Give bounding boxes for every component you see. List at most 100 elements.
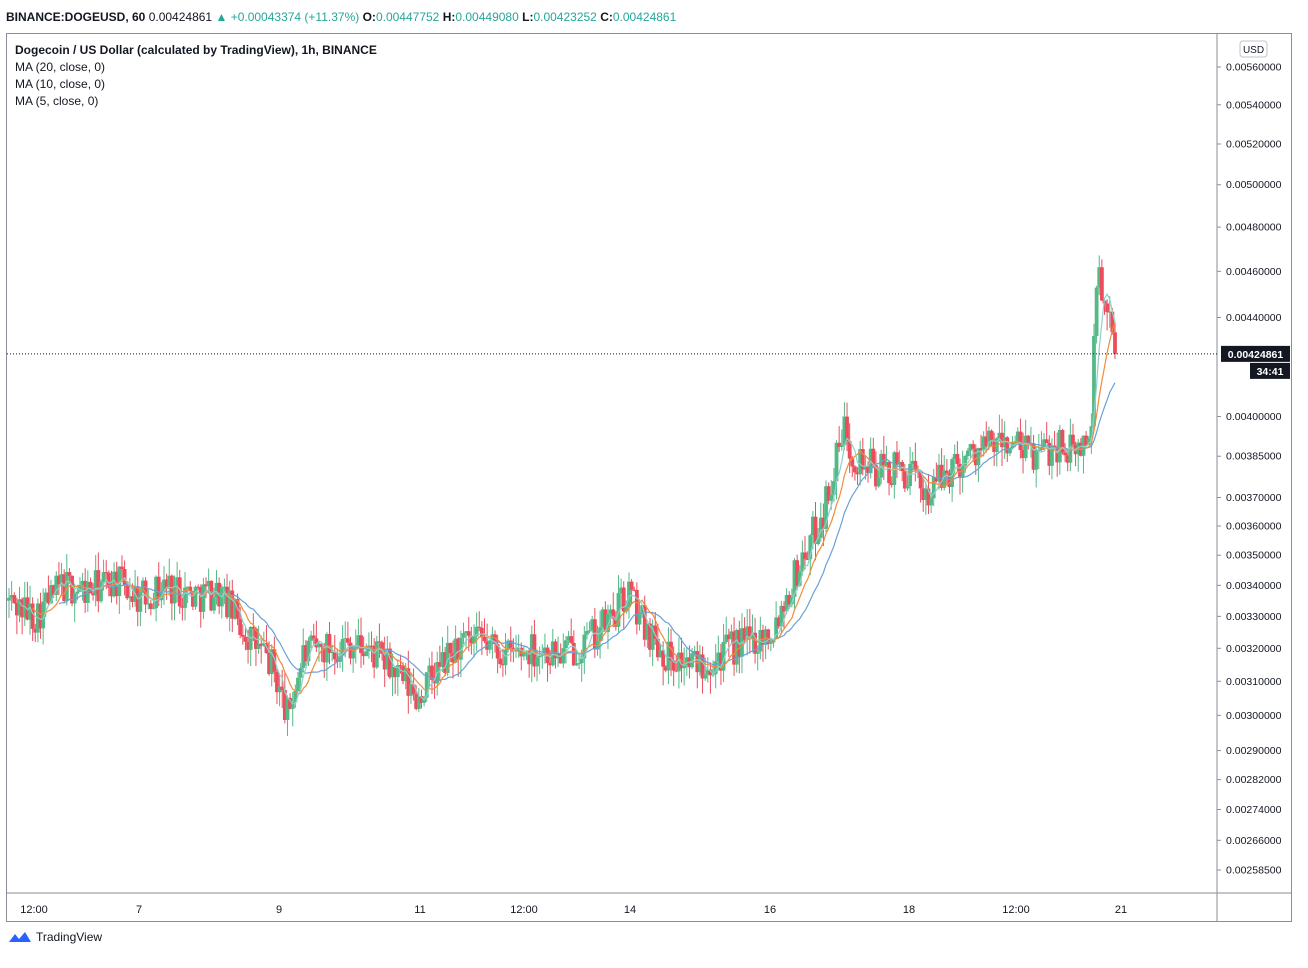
candle-body [464, 631, 469, 634]
candle-body [708, 669, 713, 676]
candle-body [1015, 431, 1020, 442]
y-tick-label: 0.00258500 [1226, 865, 1282, 877]
price-change: +0.00043374 (+11.37%) [230, 10, 360, 24]
candle-body [795, 560, 800, 586]
candle-body [653, 625, 658, 639]
candle [782, 601, 786, 630]
candle [508, 626, 513, 662]
candle [311, 623, 316, 646]
candle [33, 623, 38, 643]
candle-body [390, 667, 395, 678]
candle-body [834, 442, 839, 482]
last-price-label: 0.00424861 [1228, 349, 1284, 361]
candle [175, 561, 180, 603]
candle-body [406, 668, 411, 696]
candle-body [863, 465, 868, 470]
candle [1105, 299, 1110, 331]
candle-body [1052, 445, 1057, 448]
candle [1099, 259, 1104, 301]
candle-body [658, 650, 663, 658]
candle [340, 625, 345, 672]
candle [443, 647, 447, 676]
candle-body [57, 575, 61, 585]
candle-body [285, 697, 290, 720]
candle [616, 575, 621, 634]
candle [608, 604, 613, 625]
candle-body [212, 597, 216, 611]
tradingview-logo[interactable]: TradingView [8, 930, 102, 944]
candle-body [120, 566, 124, 570]
candle-body [1097, 267, 1102, 288]
candle [46, 575, 51, 606]
ma10-legend[interactable]: MA (10, close, 0) [15, 77, 106, 91]
candle-body [1094, 287, 1099, 336]
currency-button[interactable]: USD [1239, 40, 1268, 58]
candle-body [393, 667, 398, 678]
candle-body [359, 635, 363, 654]
candle [543, 633, 547, 664]
candle-body [416, 696, 421, 709]
candle [374, 635, 379, 670]
candle [193, 585, 198, 610]
candle-body [314, 638, 319, 648]
candle-body [1055, 447, 1060, 463]
candle-body [251, 626, 256, 629]
candle [487, 640, 492, 654]
candle-body [887, 461, 891, 484]
candle [847, 423, 852, 474]
candle [445, 625, 450, 677]
y-tick-label: 0.00310000 [1226, 676, 1282, 688]
candle-body [726, 634, 731, 640]
candle [905, 475, 910, 491]
candle-body [585, 630, 589, 635]
candle [979, 434, 983, 456]
candle-body [621, 587, 626, 612]
candle-body [43, 592, 48, 602]
candle [887, 460, 891, 496]
candle [437, 645, 442, 682]
candle [1042, 433, 1046, 451]
candle [1031, 434, 1036, 474]
candle-body [12, 595, 17, 604]
candle [695, 641, 700, 689]
candle [201, 577, 206, 619]
candle [458, 630, 463, 678]
ma5-legend[interactable]: MA (5, close, 0) [15, 94, 99, 108]
candle [259, 635, 264, 664]
candle [884, 445, 889, 466]
candle [637, 599, 642, 631]
candle [448, 642, 453, 662]
candle-body [600, 609, 605, 628]
ma20-legend[interactable]: MA (20, close, 0) [15, 60, 106, 74]
candle [38, 592, 43, 639]
symbol-name[interactable]: BINANCE:DOGEUSD, 60 [6, 10, 146, 24]
candle [1089, 413, 1094, 454]
candle [99, 579, 103, 604]
candle [895, 441, 899, 478]
candle-body [1029, 443, 1033, 445]
candle-body [472, 636, 476, 644]
candle [1021, 432, 1025, 474]
candle [248, 626, 253, 667]
candle [162, 566, 166, 605]
candle-body [343, 638, 348, 640]
candle [540, 644, 545, 669]
candle [1026, 434, 1031, 450]
candle-body [419, 696, 424, 703]
candle [28, 585, 32, 635]
candle-body [1047, 442, 1052, 466]
candle-body [479, 627, 484, 637]
candle [466, 616, 471, 652]
candle [973, 444, 978, 475]
candle-body [356, 635, 361, 646]
candle [388, 642, 392, 680]
candle-body [451, 653, 455, 663]
candle-body [130, 596, 135, 602]
candle-body [627, 581, 631, 608]
candle-body [818, 517, 823, 538]
candle [874, 451, 878, 491]
candle-body [1071, 434, 1075, 445]
candle-body [138, 592, 143, 612]
candle [1113, 322, 1117, 359]
